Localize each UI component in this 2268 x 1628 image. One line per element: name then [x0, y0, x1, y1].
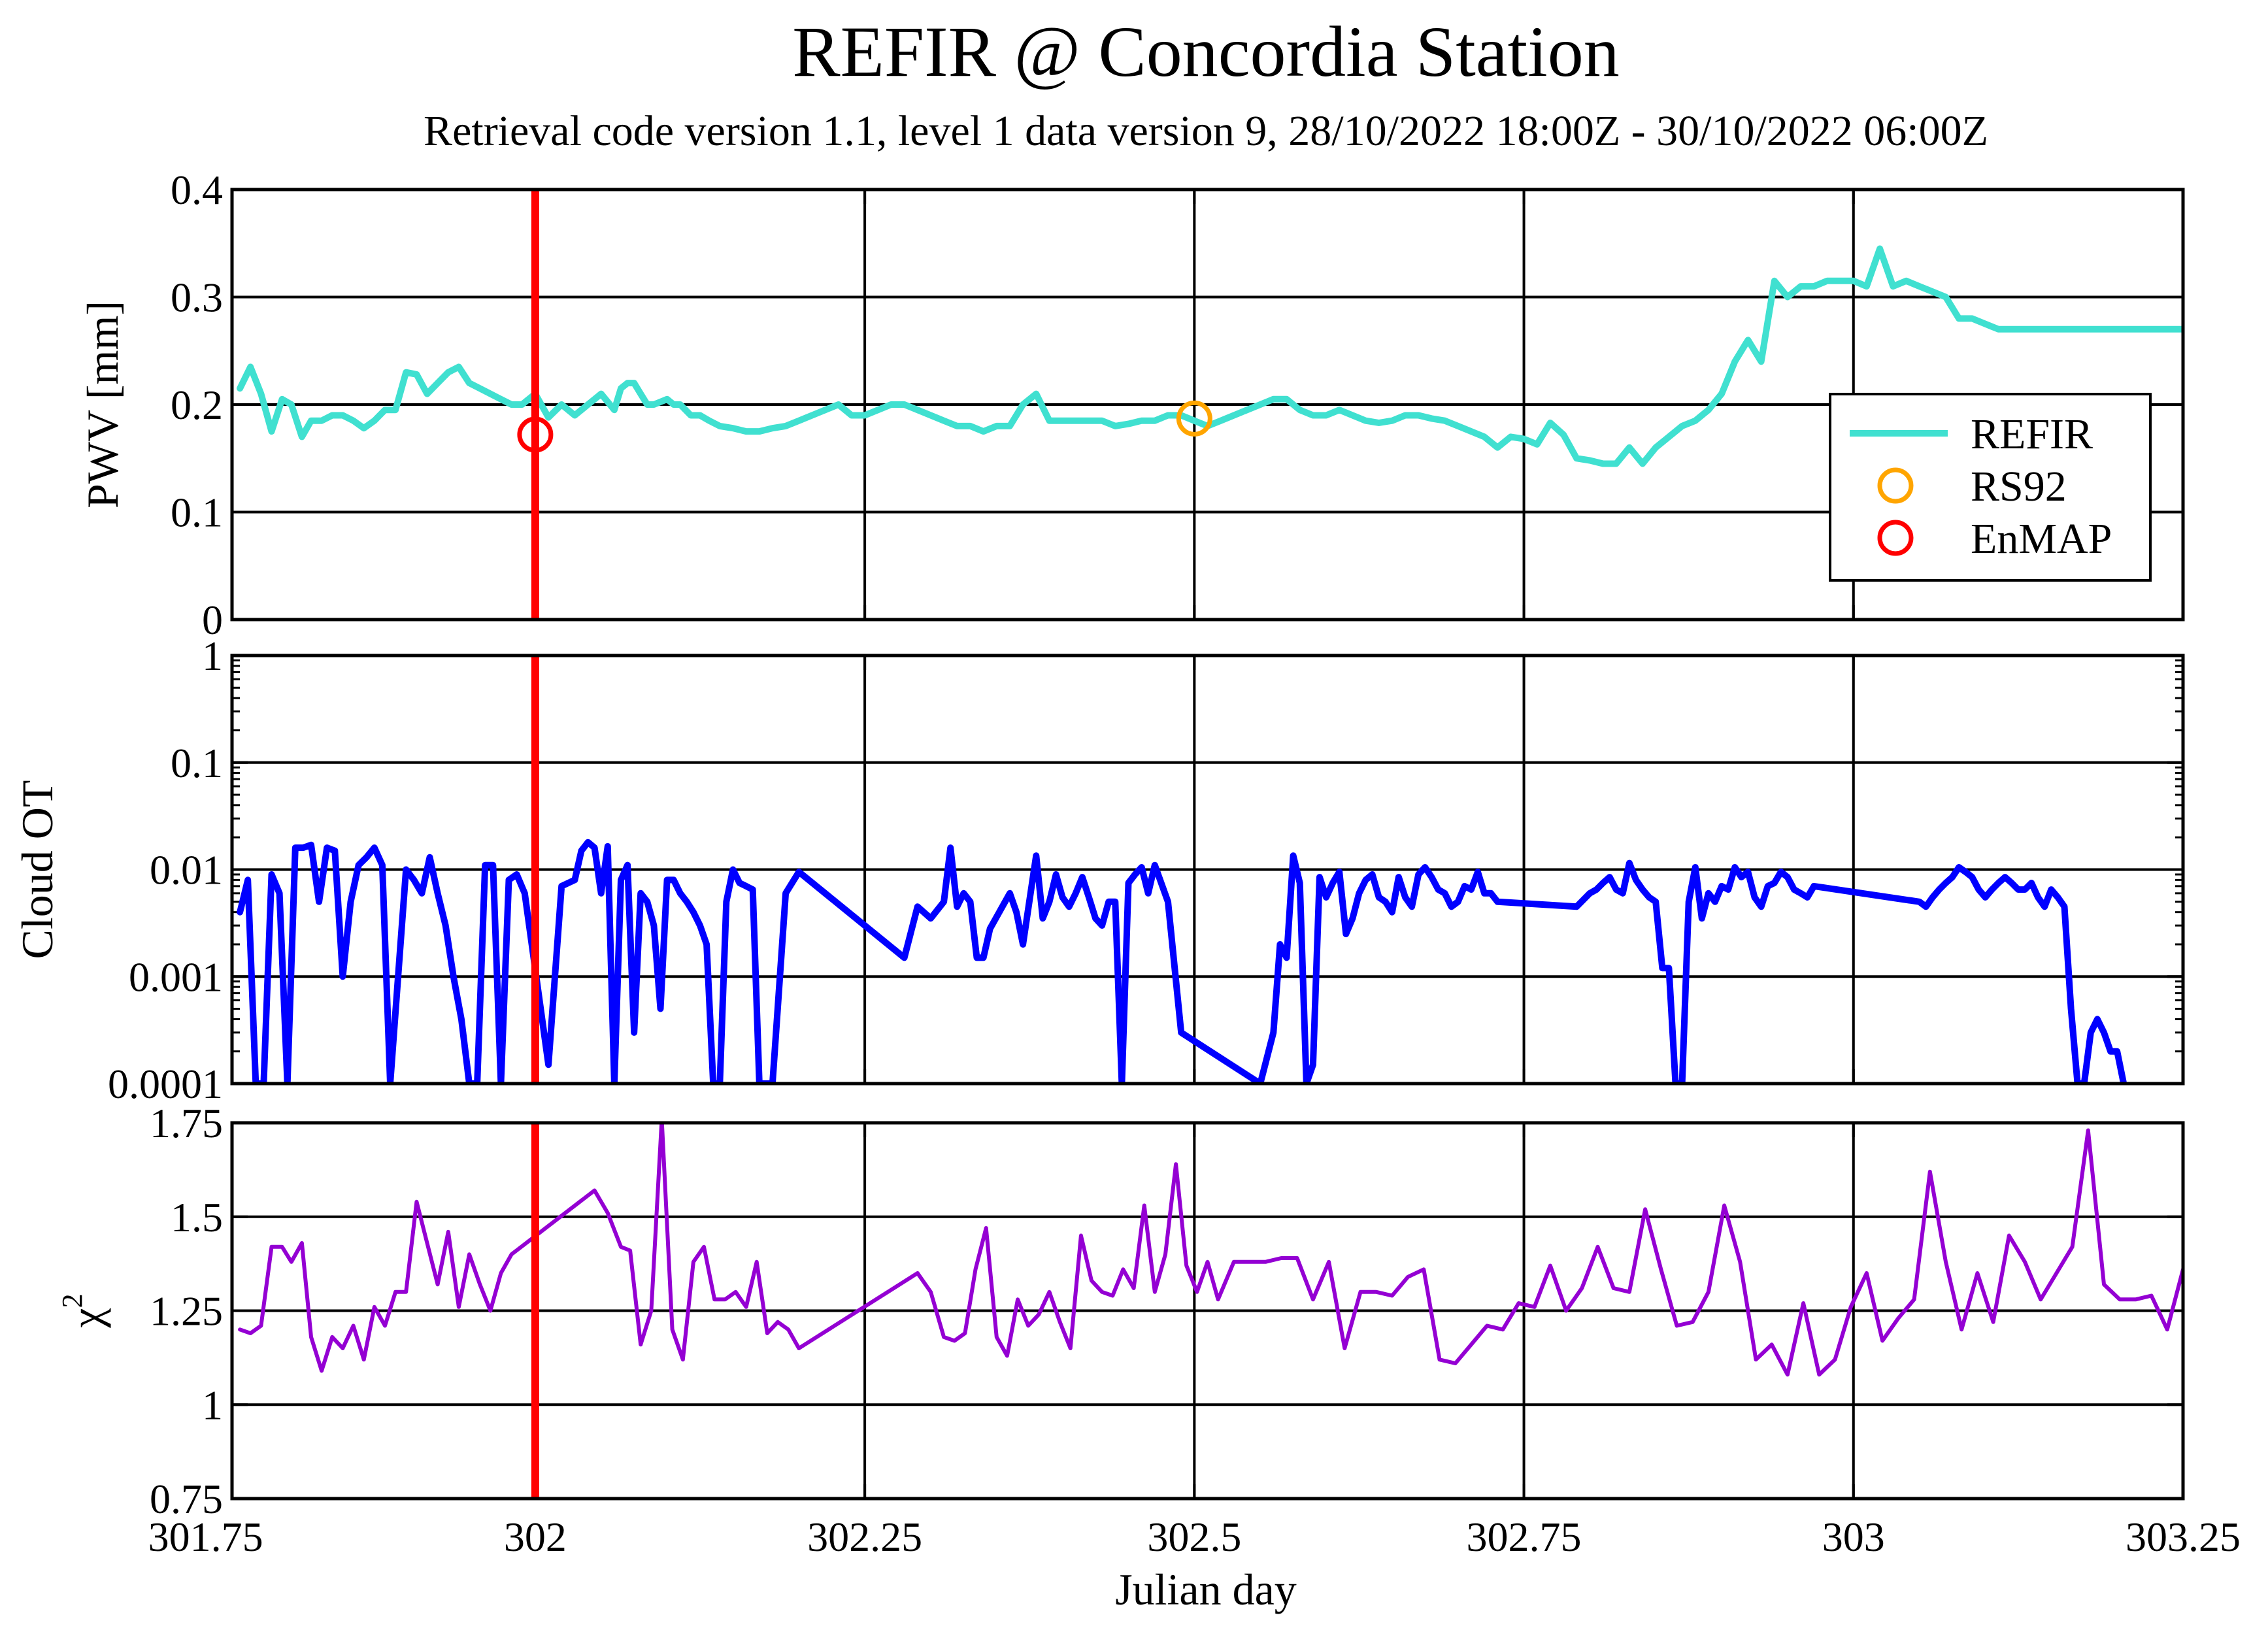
y-axis-label: χ2 — [56, 1293, 111, 1328]
marker-enmap — [517, 416, 554, 453]
y-tick-label: 0 — [202, 597, 223, 643]
x-tick-label: 302.25 — [807, 1514, 922, 1560]
y-tick-label: 0.2 — [171, 382, 223, 428]
y-tick-label: 1.5 — [171, 1194, 223, 1240]
legend-swatch-rs92 — [1877, 467, 1914, 504]
x-tick-label: 302.5 — [1147, 1514, 1241, 1560]
series-line-cloud — [237, 839, 2127, 1084]
x-tick-label: 301.75 — [148, 1514, 263, 1560]
chart-title: REFIR @ Concordia Station — [792, 12, 1619, 91]
legend: REFIR RS92 EnMAP — [1829, 393, 2152, 582]
series-line-chi2 — [238, 1123, 2183, 1377]
panel-frame — [230, 188, 2185, 622]
x-tick-label: 303.25 — [2126, 1514, 2241, 1560]
y-tick-label: 1 — [202, 633, 223, 679]
marker-rs92 — [1176, 400, 1212, 437]
series-group-chi2 — [238, 1123, 2183, 1377]
panel-cloud: 0.0001 0.001 0.01 0.1 1 Cloud OT — [12, 633, 2185, 1107]
panel-pwv: 0 0.1 0.2 0.3 0.4 PWV [mm] REFIR RS92 EnMAP — [78, 167, 2185, 643]
x-tick-label: 303 — [1822, 1514, 1885, 1560]
y-tick-label: 0.01 — [150, 847, 223, 893]
chart-subtitle: Retrieval code version 1.1, level 1 data… — [424, 107, 1988, 155]
x-axis-label: Julian day — [1115, 1565, 1297, 1614]
y-tick-label: 0.4 — [171, 167, 223, 213]
y-tick-label: 1 — [202, 1382, 223, 1428]
legend-label: REFIR — [1971, 410, 2093, 458]
legend-label: RS92 — [1971, 463, 2067, 510]
y-tick-label: 0.3 — [171, 274, 223, 321]
plot-area: 0 0.1 0.2 0.3 0.4 PWV [mm] REFIR RS92 EnMAP 0.000… — [12, 167, 2241, 1560]
y-tick-label: 0.75 — [150, 1476, 223, 1522]
series-group-pwv — [237, 245, 2183, 467]
x-tick-label: 302 — [504, 1514, 567, 1560]
panel-frame — [230, 1121, 2185, 1501]
panel-chi2: 0.75 1 1.25 1.5 1.75 χ2 — [56, 1100, 2185, 1522]
series-line-pwv — [237, 245, 2183, 467]
y-tick-label: 1.25 — [150, 1288, 223, 1335]
y-tick-label: 1.75 — [150, 1100, 223, 1146]
y-axis-label: PWV [mm] — [78, 301, 127, 508]
panel-frame — [230, 654, 2185, 1086]
y-tick-label: 0.0001 — [108, 1061, 223, 1107]
legend-swatch-enmap — [1877, 520, 1914, 556]
y-tick-label: 0.1 — [171, 490, 223, 536]
y-axis-label: Cloud OT — [12, 780, 62, 959]
y-tick-label: 0.1 — [171, 740, 223, 786]
legend-label: EnMAP — [1971, 515, 2112, 563]
series-group-cloud — [237, 839, 2127, 1084]
y-tick-label: 0.001 — [129, 954, 223, 1000]
x-tick-label: 302.75 — [1467, 1514, 1582, 1560]
